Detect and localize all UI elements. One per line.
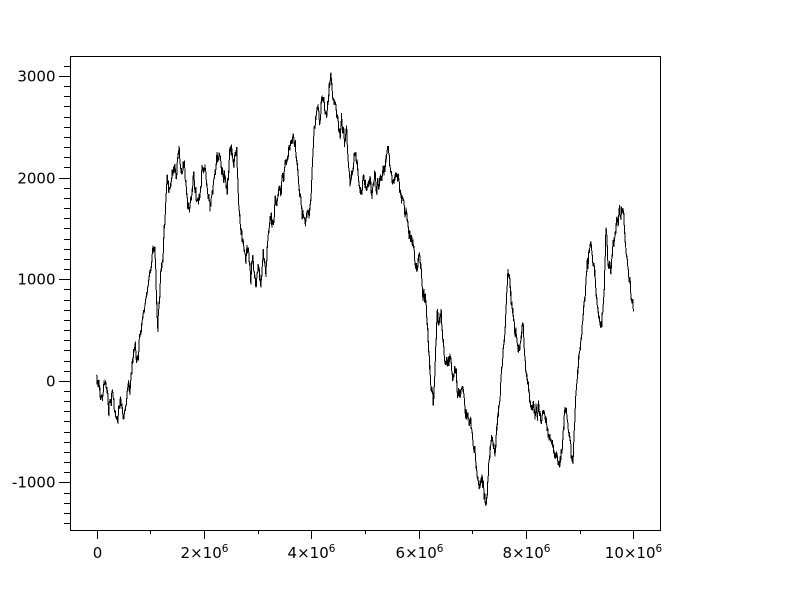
x-tick-label: 6×106: [396, 543, 444, 562]
y-tick-label: 3000: [17, 68, 55, 86]
x-tick-label: 4×106: [288, 543, 336, 562]
x-tick-label: 8×106: [503, 543, 551, 562]
x-tick-label: 0: [93, 544, 103, 562]
y-tick-label: 2000: [17, 170, 55, 188]
y-tick-label: -1000: [12, 474, 56, 492]
y-tick-label: 0: [46, 373, 56, 391]
y-tick-label: 1000: [17, 271, 55, 289]
x-tick-label: 10×106: [605, 543, 663, 562]
x-tick-label: 2×106: [181, 543, 229, 562]
random-walk-line: [96, 72, 634, 507]
